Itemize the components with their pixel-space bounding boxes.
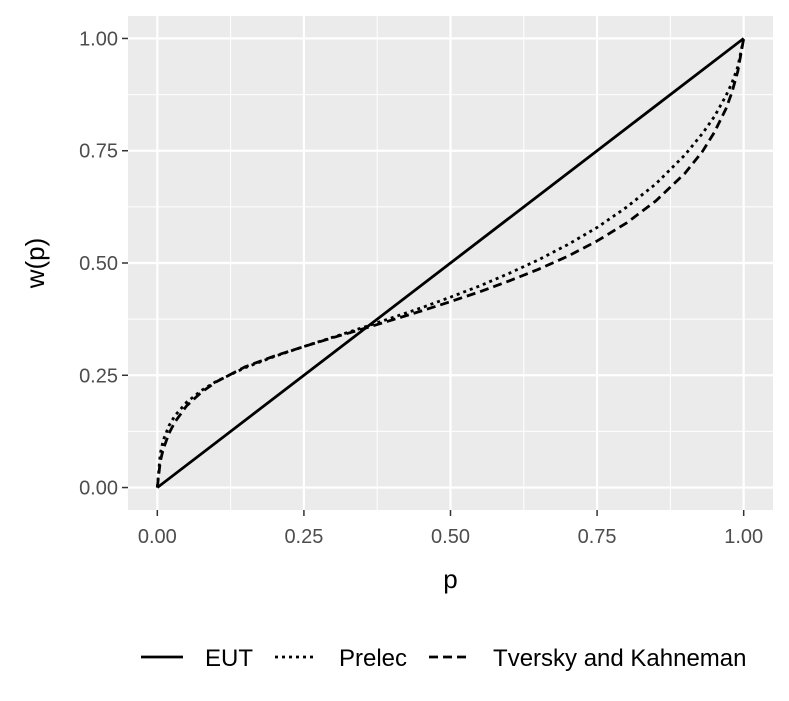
x-tick-label: 0.00 [138,526,177,548]
series-line-tversky-and-kahneman [155,38,746,488]
y-tick-label: 1.00 [79,28,118,50]
legend: EUT Prelec Tversky and Kahneman [141,645,747,672]
x-tick-labels: 0.00 0.25 0.50 0.75 1.00 [138,526,763,548]
legend-label-eut: EUT [205,645,253,672]
series-line-prelec [155,38,746,488]
x-tick-label: 0.50 [431,526,470,548]
series-layer [155,37,746,489]
x-tick-label: 1.00 [724,526,763,548]
y-tick-label: 0.75 [79,141,118,163]
x-tick-label: 0.75 [578,526,617,548]
y-tick-label: 0.25 [79,365,118,387]
y-axis-title: w(p) [20,238,50,290]
y-tick-labels: 0.00 0.25 0.50 0.75 1.00 [79,28,118,499]
y-tick-label: 0.50 [79,253,118,275]
series-line-eut [156,37,745,489]
legend-label-prelec: Prelec [339,645,407,672]
x-axis-title: p [443,564,457,594]
legend-label-tversky-and-kahneman: Tversky and Kahneman [493,645,746,672]
axis-ticks [122,37,745,516]
y-tick-label: 0.00 [79,478,118,500]
x-tick-label: 0.25 [284,526,323,548]
